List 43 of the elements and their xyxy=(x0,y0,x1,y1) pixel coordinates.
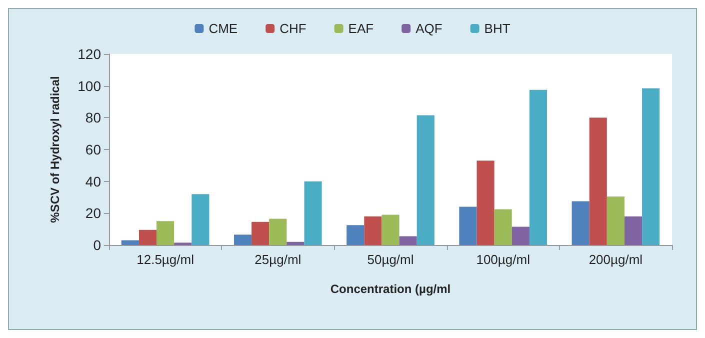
bar xyxy=(642,88,660,245)
y-tick-label: 0 xyxy=(93,237,102,253)
bar xyxy=(138,230,157,245)
bar xyxy=(192,194,210,245)
bar xyxy=(286,242,304,245)
legend-label: EAF xyxy=(348,21,374,36)
bar xyxy=(399,236,417,245)
bar xyxy=(624,216,642,245)
bar xyxy=(252,222,270,245)
bar xyxy=(234,234,252,245)
x-axis-title: Concentration (µg/ml xyxy=(330,282,451,296)
bar xyxy=(529,90,548,245)
legend-label: CHF xyxy=(280,21,306,36)
bar xyxy=(416,115,434,245)
legend-label: BHT xyxy=(484,21,510,36)
bar xyxy=(304,181,322,245)
y-tick-label: 20 xyxy=(85,205,102,222)
bar xyxy=(476,160,494,245)
x-tick-label: 25µg/ml xyxy=(254,252,302,267)
bar xyxy=(572,201,590,245)
x-tick-label: 50µg/ml xyxy=(367,252,414,267)
bar xyxy=(589,118,607,245)
x-tick-label: 200µg/ml xyxy=(588,252,643,267)
bar xyxy=(512,226,530,245)
bar xyxy=(121,240,139,245)
y-tick-label: 60 xyxy=(85,142,102,158)
y-tick-label: 100 xyxy=(78,78,102,94)
bar xyxy=(606,196,624,245)
x-tick-label: 12.5µg/ml xyxy=(136,252,194,267)
bar xyxy=(156,221,174,245)
bar xyxy=(459,206,477,245)
y-axis-title: %SCV of Hydroxyl radical xyxy=(48,76,62,223)
bar xyxy=(269,218,287,245)
bar xyxy=(494,209,512,245)
bar xyxy=(364,216,382,245)
x-tick-label: 100µg/ml xyxy=(476,252,530,267)
legend-label: CME xyxy=(208,21,238,36)
legend-label: AQF xyxy=(416,21,442,36)
y-tick-label: 80 xyxy=(85,110,102,126)
y-tick-label: 120 xyxy=(78,46,102,62)
y-tick-label: 40 xyxy=(85,173,102,190)
bar xyxy=(382,214,400,245)
bar xyxy=(346,225,364,245)
